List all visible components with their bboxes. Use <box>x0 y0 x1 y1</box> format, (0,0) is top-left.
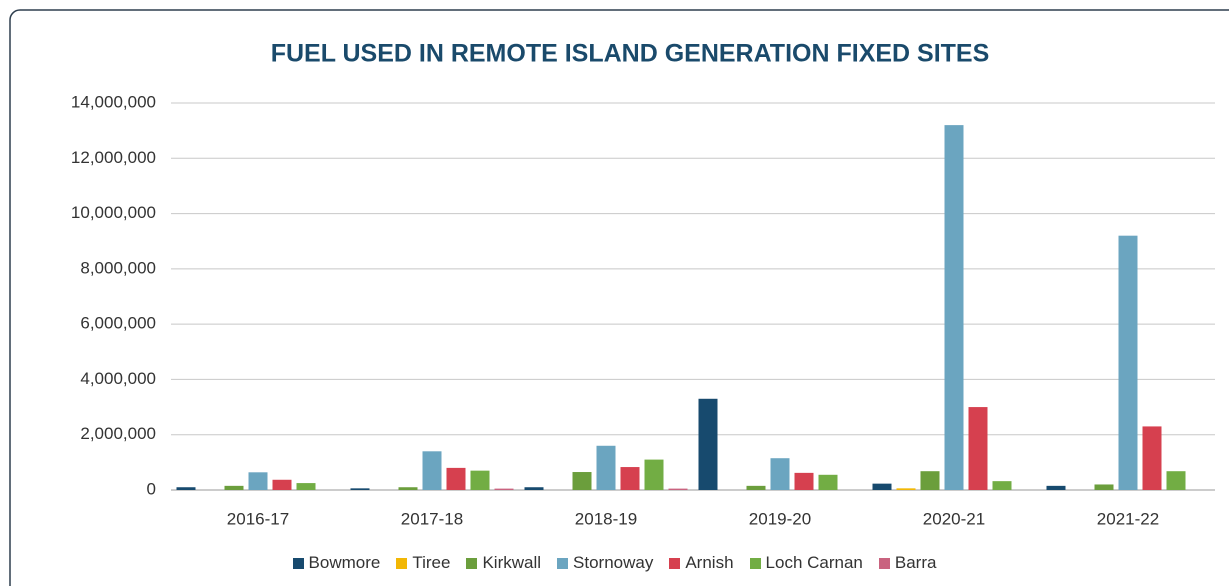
legend-label: Bowmore <box>308 553 381 572</box>
y-tick-label: 6,000,000 <box>80 314 156 333</box>
legend-item: Tiree <box>396 553 450 573</box>
bar <box>1166 471 1186 490</box>
bar <box>224 485 244 490</box>
legend-swatch <box>466 557 478 569</box>
bar <box>770 458 790 490</box>
legend-label: Tiree <box>412 553 451 572</box>
legend-label: Loch Carnan <box>765 553 863 572</box>
legend-swatch <box>878 557 890 569</box>
bar <box>1046 485 1066 490</box>
y-tick-label: 0 <box>147 479 156 498</box>
bar <box>272 479 292 490</box>
bar <box>248 472 268 490</box>
x-tick-label: 2017-18 <box>401 509 463 528</box>
x-tick-label: 2016-17 <box>227 509 289 528</box>
bar <box>818 474 838 490</box>
bar <box>572 472 592 490</box>
legend-label: Stornoway <box>573 553 654 572</box>
bar <box>668 488 688 490</box>
legend-label: Kirkwall <box>482 553 542 572</box>
legend-item: Barra <box>878 553 937 573</box>
bar <box>992 481 1012 490</box>
bar <box>794 472 814 490</box>
bar <box>176 487 196 490</box>
bar <box>872 483 892 490</box>
bar <box>1094 484 1114 490</box>
legend-item: Loch Carnan <box>749 553 863 573</box>
legend-label: Arnish <box>685 553 734 572</box>
frame <box>9 9 1229 586</box>
bar <box>944 125 964 490</box>
bar <box>494 488 514 490</box>
y-tick-label: 4,000,000 <box>80 369 156 388</box>
bar <box>596 445 616 490</box>
legend: Bowmore Tiree Kirkwall Stornoway Arnish Loch … <box>0 553 1229 573</box>
legend-swatch <box>396 557 408 569</box>
bar <box>644 459 664 490</box>
bar <box>1142 426 1162 490</box>
bar <box>470 470 490 490</box>
bar <box>1118 235 1138 490</box>
bar <box>896 488 916 490</box>
legend-item: Arnish <box>669 553 734 573</box>
legend-label: Barra <box>894 553 937 572</box>
x-tick-label: 2021-22 <box>1097 509 1159 528</box>
x-tick-label: 2018-19 <box>575 509 637 528</box>
y-tick-label: 12,000,000 <box>71 148 156 167</box>
legend-swatch <box>292 557 304 569</box>
legend-swatch <box>669 557 681 569</box>
bar <box>524 487 544 490</box>
bar <box>968 407 988 490</box>
y-tick-label: 2,000,000 <box>80 424 156 443</box>
y-tick-label: 8,000,000 <box>80 258 156 277</box>
legend-item: Bowmore <box>292 553 381 573</box>
bar <box>350 488 370 490</box>
legend-item: Stornoway <box>557 553 653 573</box>
legend-swatch <box>749 557 761 569</box>
bar <box>620 467 640 490</box>
legend-swatch <box>557 557 569 569</box>
bar <box>446 467 466 490</box>
legend-item: Kirkwall <box>466 553 541 573</box>
bar <box>422 451 442 490</box>
x-tick-label: 2020-21 <box>923 509 985 528</box>
bar <box>398 487 418 490</box>
bar <box>920 471 940 490</box>
y-tick-label: 10,000,000 <box>71 203 156 222</box>
chart-title: FUEL USED IN REMOTE ISLAND GENERATION FI… <box>271 40 990 68</box>
bar <box>746 485 766 490</box>
bar <box>698 398 718 490</box>
x-tick-label: 2019-20 <box>749 509 811 528</box>
bar <box>296 483 316 490</box>
y-tick-label: 14,000,000 <box>71 92 156 111</box>
